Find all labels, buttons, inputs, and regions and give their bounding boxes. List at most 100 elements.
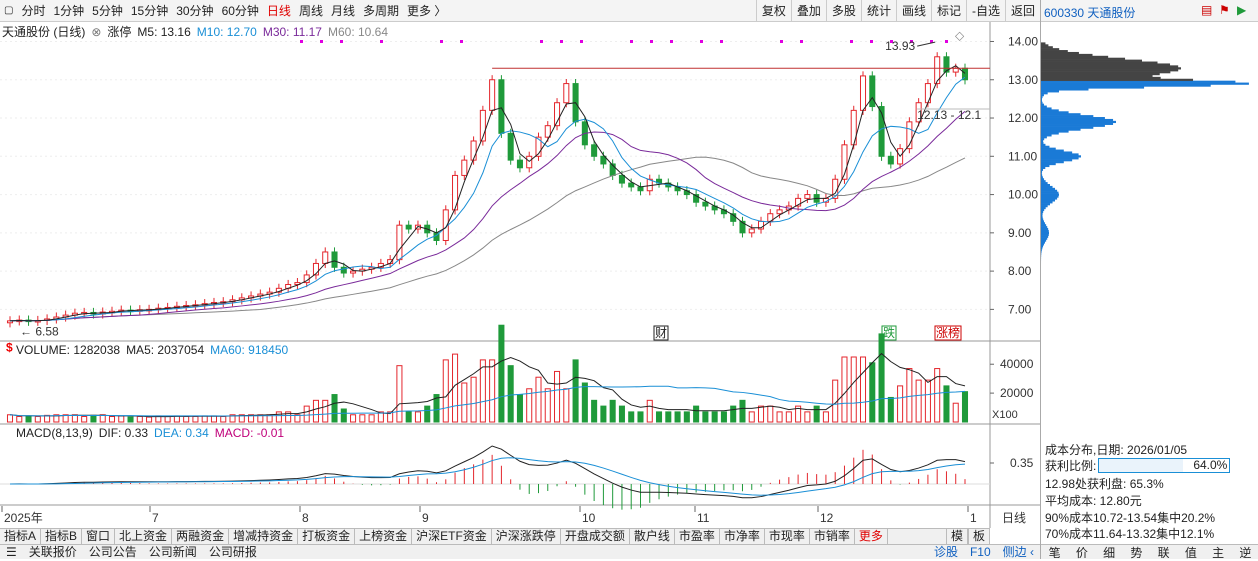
kline-chart-area[interactable]: 7.008.009.0010.0011.0012.0013.0014.0013.… [0, 22, 1040, 528]
indicator-tab-0[interactable]: 指标A [0, 529, 41, 544]
quote-tab-2[interactable]: 细 [1103, 544, 1115, 561]
panel-tab-1[interactable]: 板 [968, 529, 990, 544]
cost-bar [1041, 222, 1045, 224]
flag-icon[interactable]: ⚑ [1219, 3, 1230, 17]
volume-bar [925, 380, 930, 422]
cost-bar [1041, 218, 1043, 220]
volume-bar [749, 412, 754, 422]
tool-button-7[interactable]: 返回 [1005, 0, 1040, 22]
cost-bar [1041, 109, 1059, 111]
period-tab-1[interactable]: 1分钟 [49, 0, 88, 22]
tool-button-0[interactable]: 复权 [756, 0, 791, 22]
candle [805, 195, 810, 199]
quote-tab-6[interactable]: 主 [1212, 544, 1224, 561]
period-tab-7[interactable]: 周线 [295, 0, 327, 22]
period-tab-4[interactable]: 30分钟 [172, 0, 217, 22]
collapse-icon[interactable]: ⊗ [91, 25, 101, 39]
indicator-tab-9[interactable]: 沪深涨跌停 [492, 529, 561, 544]
indicator-tab-1[interactable]: 指标B [41, 529, 82, 544]
period-tab-3[interactable]: 15分钟 [127, 0, 172, 22]
indicator-tab-10[interactable]: 开盘成交额 [561, 529, 630, 544]
indicator-tab-16[interactable]: 更多 [855, 529, 888, 544]
side-link-1[interactable]: F10 [964, 545, 997, 559]
cost-70: 70%成本11.64-13.32集中12.1% [1045, 525, 1214, 542]
indicator-tab-11[interactable]: 散户线 [630, 529, 675, 544]
quote-tab-0[interactable]: 笔 [1049, 544, 1061, 561]
period-tab-9[interactable]: 多周期 [359, 0, 403, 22]
quote-tab-1[interactable]: 价 [1076, 544, 1088, 561]
cost-bar [1041, 161, 1064, 163]
cost-bar [1041, 132, 1059, 134]
cost-bar [1041, 90, 1059, 92]
price-tick-label: 12.00 [1008, 111, 1038, 125]
cost-bar [1041, 58, 1125, 60]
cost-bar [1041, 107, 1052, 109]
period-tab-0[interactable]: 分时 [17, 0, 49, 22]
indicator-tab-14[interactable]: 市现率 [765, 529, 810, 544]
indicator-tab-15[interactable]: 市销率 [810, 529, 855, 544]
indicator-tab-7[interactable]: 上榜资金 [355, 529, 412, 544]
volume-bar [313, 400, 318, 422]
volume-bar [443, 360, 448, 422]
candle [749, 229, 754, 233]
side-link-0[interactable]: 诊股 [928, 545, 964, 559]
indicator-tab-12[interactable]: 市盈率 [675, 529, 720, 544]
cost-bar [1041, 238, 1047, 240]
cost-bar [1041, 245, 1043, 247]
period-tab-8[interactable]: 月线 [327, 0, 359, 22]
cost-distribution-chart [1041, 22, 1258, 434]
volume-bar [184, 417, 189, 422]
quote-tab-7[interactable]: 逆 [1239, 544, 1251, 561]
cost-bar [1041, 98, 1042, 100]
quote-tab-5[interactable]: 值 [1185, 544, 1197, 561]
period-tab-6[interactable]: 日线 [263, 0, 295, 22]
quote-tab-3[interactable]: 势 [1130, 544, 1142, 561]
info-link-1[interactable]: 公司公告 [83, 545, 143, 559]
play-icon[interactable]: ▶ [1237, 3, 1246, 17]
period-tab-5[interactable]: 60分钟 [218, 0, 263, 22]
tool-button-4[interactable]: 画线 [896, 0, 931, 22]
tool-button-1[interactable]: 叠加 [791, 0, 826, 22]
period-tab-2[interactable]: 5分钟 [88, 0, 127, 22]
indicator-tab-6[interactable]: 打板资金 [298, 529, 355, 544]
indicator-tab-13[interactable]: 市净率 [720, 529, 765, 544]
list-icon[interactable]: ☰ [0, 545, 23, 559]
volume-tick-label: 20000 [1000, 386, 1034, 400]
volume-bar [7, 415, 12, 422]
tool-button-5[interactable]: 标记 [931, 0, 966, 22]
side-link-2[interactable]: 侧边 ‹ [997, 545, 1040, 559]
tool-button-6[interactable]: -自选 [966, 0, 1005, 22]
volume-bar [490, 360, 495, 422]
event-mark: 财 [655, 326, 667, 340]
volume-bar [879, 334, 884, 422]
s-mark: $ [6, 340, 13, 354]
quote-tab-4[interactable]: 联 [1158, 544, 1170, 561]
cost-bar [1041, 213, 1043, 215]
indicator-tab-3[interactable]: 北上资金 [115, 529, 172, 544]
cost-bar [1041, 56, 1108, 58]
cost-bar [1041, 201, 1053, 203]
volume-bar [592, 400, 597, 422]
square-icon[interactable]: ▢ [0, 0, 17, 22]
volume-bar [351, 415, 356, 422]
panel-tab-0[interactable]: 模 [946, 529, 968, 544]
tool-button-2[interactable]: 多股 [826, 0, 861, 22]
doc-icon[interactable]: ▤ [1201, 3, 1212, 17]
macd-name: MACD(8,13,9) [16, 426, 93, 440]
x-tick-label: 12 [820, 511, 834, 525]
volume-bar [888, 397, 893, 422]
volume-bar [26, 416, 31, 422]
indicator-tab-4[interactable]: 两融资金 [172, 529, 229, 544]
limit-up-dot [440, 40, 443, 43]
info-link-2[interactable]: 公司新闻 [143, 545, 203, 559]
indicator-tab-5[interactable]: 增减持资金 [229, 529, 298, 544]
indicator-tab-2[interactable]: 窗口 [82, 529, 115, 544]
volume-bar [675, 412, 680, 422]
period-tab-10[interactable]: 更多 〉 [403, 0, 450, 22]
info-link-3[interactable]: 公司研报 [203, 545, 263, 559]
indicator-tab-8[interactable]: 沪深ETF资金 [412, 529, 492, 544]
volume-bar [323, 400, 328, 422]
candle [953, 68, 958, 72]
info-link-0[interactable]: 关联报价 [23, 545, 83, 559]
tool-button-3[interactable]: 统计 [861, 0, 896, 22]
